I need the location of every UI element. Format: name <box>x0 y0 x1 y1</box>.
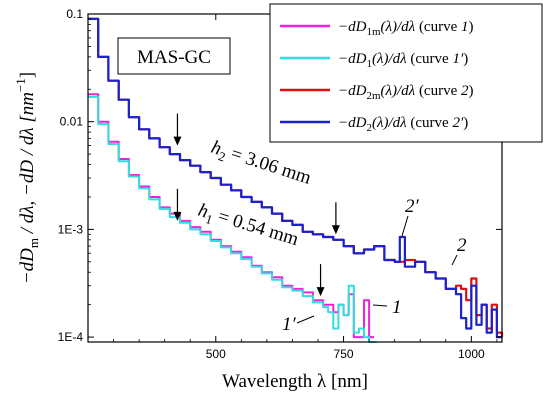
h1-value: = 0.54 mm <box>211 204 301 250</box>
x-tick-label: 500 <box>206 347 226 361</box>
legend-close: ) <box>469 19 474 35</box>
legend-curve: (curve <box>407 115 453 131</box>
legend: −dD1m(λ)/dλ (curve 1)−dD1(λ)/dλ (curve 1… <box>269 3 543 143</box>
h1-sub: 1 <box>204 211 215 227</box>
curve-leader <box>296 315 315 324</box>
legend-sub: 1m <box>366 26 381 38</box>
legend-post: (λ)/dλ <box>372 115 407 131</box>
legend-num: 1 <box>461 19 469 35</box>
legend-entry: −dD1(λ)/dλ (curve 1′) <box>338 51 468 70</box>
legend-num: 2 <box>461 83 469 99</box>
curve-leader <box>451 254 458 266</box>
arrow-head <box>316 287 325 297</box>
axes-layer: 500 750 1000 0.1 0.01 1E-3 1E-4 Wavelength λ [n… <box>13 7 503 392</box>
y-title-sup: −1 <box>13 78 28 92</box>
curve-label: 2 <box>457 235 467 256</box>
legend-pre: −dD <box>338 83 367 99</box>
y-tick-label: 1E-3 <box>58 222 84 236</box>
y-tick-label: 1E-4 <box>58 330 84 344</box>
y-tick-label: 0.01 <box>60 115 84 129</box>
series-line-2 <box>88 95 377 343</box>
y-axis-title: −dDm / dλ, −dD / dλ [nm−1] <box>13 72 41 284</box>
legend-sub: 2 <box>366 122 372 134</box>
h2-value: = 3.06 mm <box>224 142 314 189</box>
legend-post: (λ)/dλ <box>381 83 416 99</box>
legend-entry: −dD2m(λ)/dλ (curve 2) <box>338 83 474 102</box>
legend-pre: −dD <box>338 19 367 35</box>
legend-sub: 2m <box>366 90 381 102</box>
legend-close: ) <box>469 83 474 99</box>
sample-box <box>117 37 231 75</box>
h2-annotation: h2 = 3.06 mm <box>208 137 314 192</box>
legend-sub: 1 <box>366 58 372 70</box>
legend-close: ) <box>463 51 468 67</box>
series-layer <box>88 17 504 343</box>
legend-pre: −dD <box>338 51 367 67</box>
curve-leader <box>401 215 409 237</box>
legend-pre: −dD <box>338 115 367 131</box>
legend-num: 2′ <box>452 115 464 131</box>
x-axis-title: Wavelength λ [nm] <box>222 371 368 392</box>
series-line-4 <box>88 17 502 339</box>
legend-num: 1′ <box>452 51 464 67</box>
y-tick-label: 0.1 <box>66 7 83 21</box>
arrow-head <box>173 136 182 146</box>
legend-curve: (curve <box>415 19 461 35</box>
x-tick-label: 1000 <box>458 347 485 361</box>
y-title-main: −dD <box>17 248 38 284</box>
legend-post: (λ)/dλ <box>381 19 416 35</box>
h2-sub: 2 <box>217 148 228 164</box>
legend-entry: −dD2(λ)/dλ (curve 2′) <box>338 115 468 134</box>
y-title-close: ] <box>17 72 38 78</box>
legend-close: ) <box>463 115 468 131</box>
legend-curve: (curve <box>407 51 453 67</box>
arrow-head <box>173 211 182 221</box>
arrow-head <box>331 225 340 235</box>
x-tick-label: 750 <box>334 347 354 361</box>
y-title-rest: / dλ, −dD / dλ [nm <box>17 92 38 238</box>
legend-post: (λ)/dλ <box>372 51 407 67</box>
curve-leader <box>372 304 388 307</box>
y-title-sub: m <box>26 238 41 248</box>
curve-label: 2′ <box>405 196 420 217</box>
curve-label: 1′ <box>282 314 297 335</box>
curve-label: 1 <box>392 297 402 318</box>
sample-label: MAS-GC <box>137 47 211 68</box>
legend-curve: (curve <box>415 83 461 99</box>
h1-annotation: h1 = 0.54 mm <box>195 200 301 253</box>
legend-entry: −dD1m(λ)/dλ (curve 1) <box>338 19 474 38</box>
